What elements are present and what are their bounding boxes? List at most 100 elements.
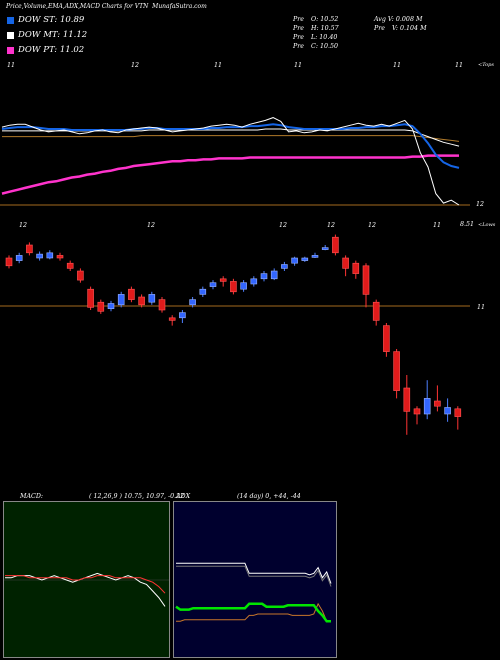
macd-chart — [4, 572, 169, 607]
candle-body — [352, 262, 360, 274]
candle-body — [158, 299, 166, 311]
candle-body — [209, 282, 217, 287]
candle-body — [434, 400, 441, 407]
candle-body — [413, 408, 421, 415]
candle-body — [403, 387, 411, 412]
ema-long-line — [2, 135, 460, 142]
info-open: O: 10.52 — [311, 16, 339, 23]
legend-dow-pt-label: DOW PT: 11.02 — [18, 45, 85, 55]
candle-body — [332, 236, 339, 254]
macd-params: ( 12,26,9 ) 10.75, 10.97, -0.22 — [89, 493, 185, 500]
candle-body — [270, 270, 278, 280]
price-line — [1, 117, 460, 206]
candle-body — [301, 257, 309, 261]
candle-body — [444, 407, 451, 415]
info-pre-2: Pre — [293, 25, 304, 32]
info-pre-3: Pre — [374, 25, 385, 32]
top-tick-5: 11 — [393, 62, 402, 69]
candle-body — [179, 312, 186, 319]
top-tick-3: 11 — [214, 62, 223, 69]
top-tick-6: 11 — [455, 62, 464, 69]
info-close: C: 10.50 — [311, 43, 338, 50]
di-minus-line — [176, 602, 331, 622]
adx-params: (14 day) 0, +44, -44 — [237, 493, 301, 500]
candle-body — [393, 351, 400, 391]
legend-dow-st: DOW ST: 10.89 — [7, 15, 84, 25]
site-name: MunafaSutra.com — [152, 3, 207, 10]
candle-body — [260, 273, 268, 280]
candle-body — [240, 282, 247, 290]
candle-body — [250, 278, 258, 285]
adx-label: ADX — [176, 493, 191, 500]
chart-title: Price,Volume,EMA,ADX,MACD Charts for VTN — [6, 3, 149, 10]
candle-body — [107, 303, 115, 309]
candle-level-label: 11 — [477, 304, 486, 311]
info-volume: V: 0.104 M — [392, 25, 427, 32]
candle-body — [342, 257, 349, 269]
ema-pt-line — [1, 154, 459, 195]
legend-swatch-white — [7, 31, 14, 39]
candle-body — [383, 325, 390, 352]
candle-body — [46, 252, 54, 259]
macd-panel — [3, 501, 170, 658]
candle-body — [77, 270, 84, 281]
legend-dow-pt: DOW PT: 11.02 — [7, 45, 84, 55]
info-avg-volume: Avg V: 0.008 M — [374, 16, 423, 23]
candle-body — [138, 296, 145, 306]
candle-body — [97, 301, 105, 312]
candle-body — [148, 294, 156, 303]
candle-body — [199, 288, 207, 295]
candle-body — [168, 317, 176, 321]
top-tick-2: 12 — [131, 62, 140, 69]
candle-body — [15, 255, 23, 261]
signal-line — [5, 575, 166, 594]
candle-body — [26, 244, 33, 254]
candle-body — [189, 299, 196, 306]
price-ema-chart — [0, 117, 470, 435]
mid-tick-2: 12 — [147, 222, 156, 229]
di-plus-line — [176, 562, 332, 584]
candle-body — [311, 255, 319, 258]
adx-panel — [173, 501, 337, 658]
ema-level-label: 12 — [476, 201, 485, 208]
candle-body — [321, 247, 329, 250]
candle-body — [230, 281, 237, 293]
candle-body — [117, 294, 125, 306]
candle-body — [128, 288, 135, 300]
candle-body — [66, 262, 74, 269]
legend-dow-st-label: DOW ST: 10.89 — [18, 15, 85, 25]
candle-body — [56, 255, 64, 259]
candle-body — [372, 301, 380, 321]
candle-body — [362, 265, 370, 295]
di-plus-shadow — [176, 565, 332, 587]
candle-body — [454, 408, 462, 417]
mid-tick-5: 12 — [368, 222, 377, 229]
candle-body — [423, 398, 431, 415]
info-pre-1: Pre — [293, 16, 304, 23]
mid-tick-3: 12 — [279, 222, 288, 229]
info-pre-5: Pre — [293, 43, 304, 50]
candle-body — [281, 264, 288, 269]
info-low: L: 10.40 — [311, 34, 338, 41]
mid-tick-6: 11 — [433, 222, 442, 229]
legend-dow-mt-label: DOW MT: 11.12 — [18, 30, 88, 40]
legend-dow-mt: DOW MT: 11.12 — [7, 30, 87, 40]
chart-header: Price,Volume,EMA,ADX,MACD Charts for VTN… — [6, 3, 207, 10]
top-tick-1: 11 — [7, 62, 16, 69]
ema-st-line — [1, 123, 460, 169]
mid-tick-1: 12 — [19, 222, 28, 229]
adx-line — [175, 602, 331, 623]
candle-body — [291, 257, 298, 264]
legend-swatch-magenta — [7, 46, 14, 54]
candle-body — [87, 288, 94, 308]
macd-label: MACD: — [20, 493, 43, 500]
candle-body — [36, 253, 43, 259]
mid-tick-4: 12 — [327, 222, 336, 229]
candle-body — [219, 278, 227, 282]
info-pre-4: Pre — [293, 34, 304, 41]
lows-label: <Lows — [478, 222, 496, 228]
candle-body — [5, 257, 13, 267]
legend-swatch-blue — [7, 16, 14, 24]
adx-chart — [175, 562, 332, 623]
tops-label: <Tops — [478, 62, 494, 68]
